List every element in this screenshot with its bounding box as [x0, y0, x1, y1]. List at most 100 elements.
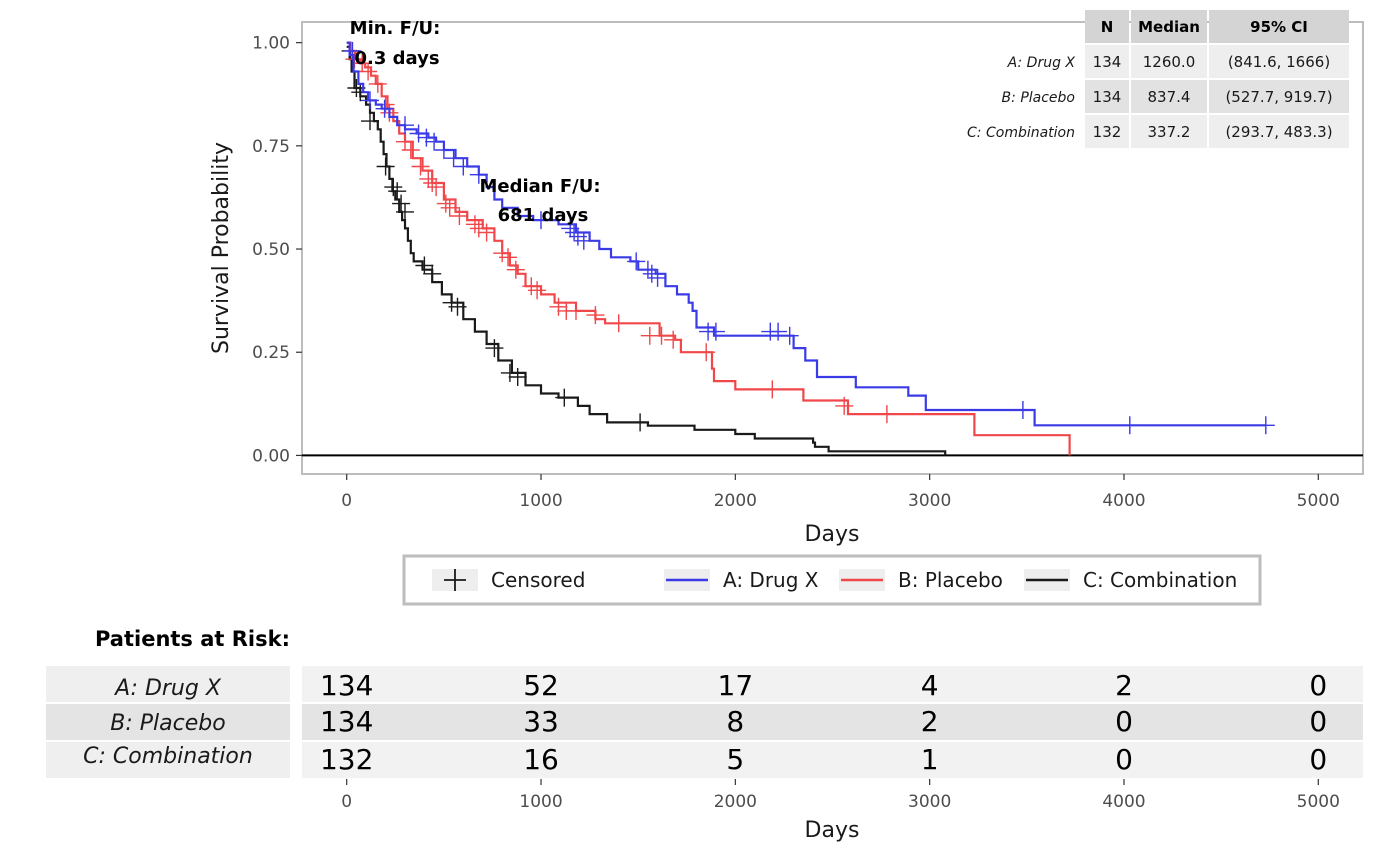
legend-label-c: C: Combination — [1083, 568, 1237, 592]
summary-cell — [1131, 45, 1207, 78]
censor-mark — [631, 413, 650, 432]
risk-label-cell — [46, 666, 290, 702]
risk-table-title: Patients at Risk: — [95, 627, 290, 651]
risk-value: 17 — [718, 669, 754, 702]
y-tick-label: 1.00 — [252, 34, 290, 54]
risk-x-tick-label: 0 — [341, 792, 352, 812]
risk-row-label: C: Combination — [83, 744, 253, 769]
risk-value: 2 — [921, 705, 939, 738]
x-tick-label: 1000 — [519, 491, 562, 511]
survival-plot — [302, 41, 1363, 457]
censor-mark — [780, 326, 799, 345]
min-fu-label: Min. F/U: — [350, 18, 441, 39]
risk-x-tick-label: 5000 — [1297, 792, 1340, 812]
summary-row-n: 132 — [1093, 123, 1122, 141]
censor-mark — [427, 178, 446, 197]
summary-row-n: 134 — [1093, 88, 1122, 106]
risk-value: 134 — [320, 669, 373, 702]
risk-value: 0 — [1309, 705, 1327, 738]
censor-mark — [465, 215, 484, 234]
summary-row-median: 837.4 — [1148, 88, 1191, 106]
censor-mark — [508, 368, 527, 386]
summary-row-label: A: Drug X — [1007, 55, 1076, 71]
censor-mark — [763, 380, 782, 399]
legend-label-a: A: Drug X — [723, 568, 819, 592]
y-tick-label: 0.00 — [252, 446, 290, 466]
censor-mark — [415, 256, 434, 275]
summary-cell — [1085, 45, 1129, 78]
summary-cell — [1209, 45, 1349, 78]
censor-mark — [499, 248, 517, 267]
censor-mark — [567, 301, 585, 320]
risk-row-band — [302, 742, 1363, 778]
min-fu-value: 0.3 days — [354, 48, 439, 69]
censor-mark — [555, 388, 574, 407]
legend-label-censored: Censored — [491, 568, 585, 592]
risk-x-axis: 0 1000 2000 3000 4000 5000 — [341, 779, 1340, 812]
summary-cell — [1085, 115, 1129, 148]
risk-value: 16 — [523, 743, 559, 776]
summary-cell — [1209, 115, 1349, 148]
censor-mark — [396, 116, 414, 135]
censor-mark — [392, 194, 411, 213]
summary-header-cell — [1085, 10, 1129, 43]
legend-box — [402, 554, 1262, 606]
censor-mark — [697, 343, 716, 362]
summary-row-ci: (293.7, 483.3) — [1225, 123, 1332, 141]
summary-cell — [1085, 80, 1129, 113]
summary-cell — [1131, 80, 1207, 113]
censor-mark — [343, 41, 362, 60]
censor-mark — [434, 141, 453, 159]
risk-label-cell — [46, 742, 290, 778]
y-axis: 0.00 0.25 0.50 0.75 1.00 — [252, 34, 302, 466]
censor-mark — [549, 297, 568, 316]
risk-value: 33 — [523, 705, 559, 738]
summary-row-median: 337.2 — [1148, 123, 1191, 141]
censor-mark — [835, 396, 854, 415]
summary-header-ci: 95% CI — [1250, 18, 1308, 36]
legend-label-b: B: Placebo — [898, 568, 1003, 592]
risk-value: 4 — [921, 669, 939, 702]
censor-mark — [528, 281, 547, 300]
risk-label-cell — [46, 704, 290, 740]
summary-header-cell — [1131, 10, 1207, 43]
median-fu-value: 681 days — [498, 205, 589, 226]
censor-mark-icon — [444, 569, 466, 591]
censor-mark — [419, 169, 438, 188]
risk-value: 0 — [1309, 743, 1327, 776]
risk-x-tick-label: 2000 — [714, 792, 757, 812]
risk-value: 0 — [1309, 669, 1327, 702]
risk-value: 1 — [921, 743, 939, 776]
censor-mark — [706, 322, 725, 341]
risk-value: 0 — [1115, 705, 1133, 738]
risk-value: 132 — [320, 743, 373, 776]
x-tick-label: 2000 — [714, 491, 757, 511]
censor-mark — [396, 202, 414, 221]
censor-mark — [361, 112, 379, 131]
summary-row-ci: (841.6, 1666) — [1228, 53, 1330, 71]
summary-row-median: 1260.0 — [1143, 53, 1196, 71]
summary-row-ci: (527.7, 919.7) — [1225, 88, 1332, 106]
censor-mark — [648, 268, 667, 287]
median-fu-label: Median F/U: — [479, 176, 600, 197]
risk-row-band — [302, 704, 1363, 740]
censor-mark — [436, 194, 455, 213]
censor-mark — [1120, 416, 1139, 435]
censor-mark — [652, 326, 671, 345]
risk-row-label: A: Drug X — [113, 676, 222, 701]
summary-row-n: 134 — [1093, 53, 1122, 71]
censor-mark — [448, 297, 467, 316]
risk-x-axis-label: Days — [805, 818, 860, 843]
x-axis-label: Days — [805, 522, 860, 547]
summary-header-n: N — [1101, 18, 1114, 36]
censor-mark — [574, 231, 593, 250]
censor-mark — [506, 260, 525, 279]
censor-mark — [450, 207, 469, 225]
censor-mark — [388, 182, 407, 201]
censor-mark — [469, 219, 488, 238]
summary-cell — [1131, 115, 1207, 148]
censor-mark — [425, 132, 444, 151]
risk-value: 2 — [1115, 669, 1133, 702]
